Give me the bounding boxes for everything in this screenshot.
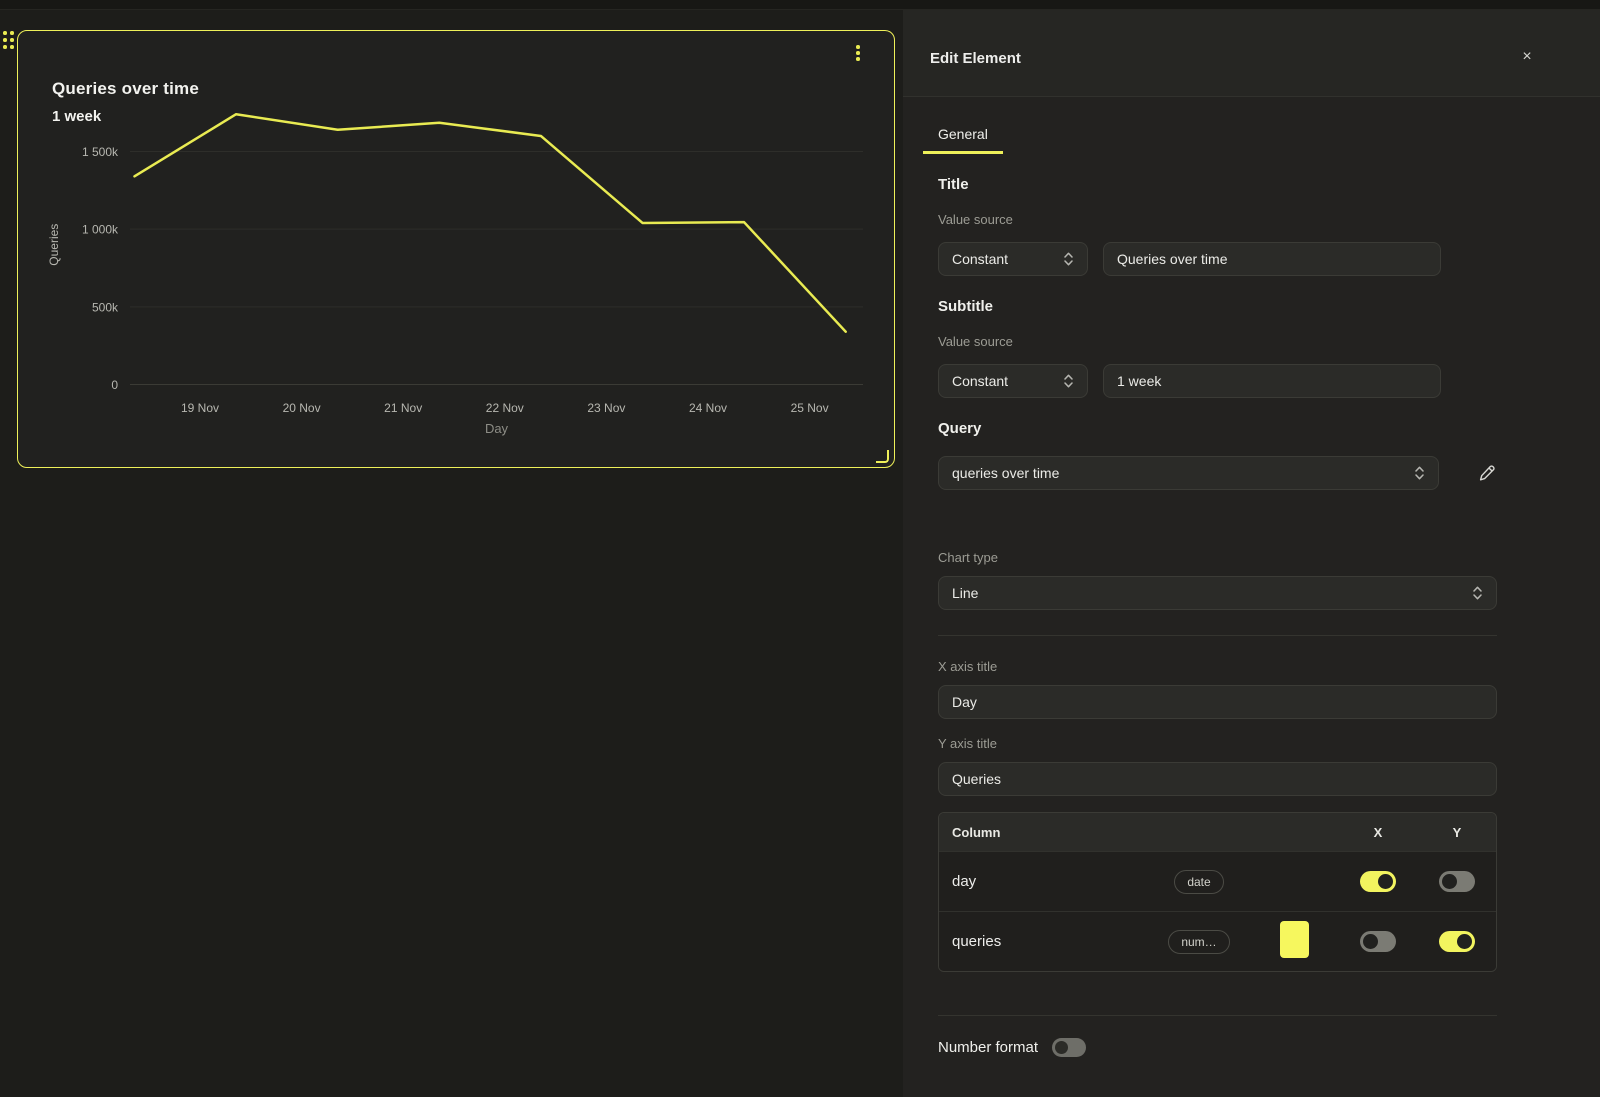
x-tick-label: 22 Nov [486, 401, 524, 415]
panel-header: Edit Element × [903, 10, 1600, 97]
y-tick-label: 1 000k [82, 223, 119, 237]
chart-menu-kebab-icon[interactable] [852, 45, 864, 63]
subtitle-section-heading: Subtitle [938, 298, 993, 315]
x-axis-title-label: X axis title [938, 659, 998, 674]
title-source-select[interactable]: Constant [938, 242, 1088, 276]
columns-table-header: Column X Y [939, 813, 1496, 851]
columns-table-body: day date queries num… [939, 851, 1496, 971]
chart-subtitle: 1 week [52, 108, 102, 125]
chart-type-select[interactable]: Line [938, 576, 1497, 610]
chevron-up-down-icon [1473, 586, 1482, 600]
tab-general[interactable]: General [923, 122, 1003, 154]
columns-table: Column X Y day date queries num… [938, 812, 1497, 972]
y-column-header: Y [1452, 824, 1462, 840]
chart-element-card[interactable]: 0 500k 1 000k 1 500k 19 Nov 20 Nov 21 Nov 22 No… [17, 30, 895, 468]
column-type-badge: date [1174, 869, 1224, 894]
line-series [133, 112, 847, 333]
panel-body: General Title Value source Constant Subt… [903, 122, 1600, 1097]
y-tick-label: 500k [92, 300, 119, 314]
y-axis-title-input[interactable] [938, 762, 1497, 796]
x-tick-label: 25 Nov [791, 401, 829, 415]
y-toggle[interactable] [1439, 871, 1475, 892]
title-section-heading: Title [938, 176, 969, 193]
number-format-label: Number format [938, 1039, 1039, 1056]
number-format-toggle[interactable] [1052, 1038, 1087, 1057]
chevron-up-down-icon [1064, 252, 1073, 266]
table-row: day date [939, 851, 1496, 911]
table-row: queries num… [939, 911, 1496, 971]
x-column-header: X [1373, 824, 1383, 840]
title-value-source-label: Value source [938, 212, 1013, 227]
chevron-up-down-icon [1064, 374, 1073, 388]
y-tick-label: 0 [111, 378, 118, 392]
subtitle-source-select[interactable]: Constant [938, 364, 1088, 398]
title-text-input[interactable] [1103, 242, 1441, 276]
x-toggle[interactable] [1360, 931, 1396, 952]
y-toggle[interactable] [1439, 931, 1475, 952]
element-drag-handle-icon[interactable] [3, 31, 14, 49]
x-axis-title: Day [485, 421, 509, 436]
query-section-heading: Query [938, 420, 982, 437]
window-top-edge [0, 0, 1600, 10]
resize-handle-icon[interactable] [876, 450, 889, 463]
section-divider [938, 1015, 1497, 1016]
subtitle-value-source-label: Value source [938, 334, 1013, 349]
x-axis-title-input[interactable] [938, 685, 1497, 719]
subtitle-text-input[interactable] [1103, 364, 1441, 398]
column-type-badge: num… [1168, 929, 1230, 954]
edit-element-panel: Edit Element × General Title Value sourc… [903, 10, 1600, 1097]
query-select-value: queries over time [952, 465, 1060, 481]
tab-bar: General [923, 122, 1497, 154]
chart-title: Queries over time [52, 79, 200, 98]
series-color-swatch[interactable] [1279, 921, 1309, 958]
y-tick-label: 1 500k [82, 145, 119, 159]
column-header: Column [952, 824, 1001, 840]
section-divider [938, 635, 1497, 636]
subtitle-source-select-value: Constant [952, 373, 1009, 389]
x-tick-label: 19 Nov [181, 401, 219, 415]
x-tick-label: 24 Nov [689, 401, 727, 415]
y-axis-title-label: Y axis title [938, 736, 998, 751]
chart-type-label: Chart type [938, 550, 998, 565]
y-axis-title: Queries [47, 224, 61, 266]
x-tick-label: 20 Nov [283, 401, 321, 415]
panel-title: Edit Element [930, 50, 1021, 67]
chart-type-select-value: Line [952, 585, 979, 601]
title-source-select-value: Constant [952, 251, 1009, 267]
number-format-row: Number format [938, 1038, 1497, 1057]
x-tick-label: 23 Nov [587, 401, 625, 415]
edit-query-pencil-icon[interactable] [1477, 463, 1497, 483]
column-name: day [952, 873, 977, 890]
column-name: queries [952, 933, 1002, 950]
x-tick-label: 21 Nov [384, 401, 422, 415]
chevron-up-down-icon [1415, 466, 1424, 480]
x-toggle[interactable] [1360, 871, 1396, 892]
query-select[interactable]: queries over time [938, 456, 1439, 490]
close-icon[interactable]: × [1522, 48, 1532, 65]
